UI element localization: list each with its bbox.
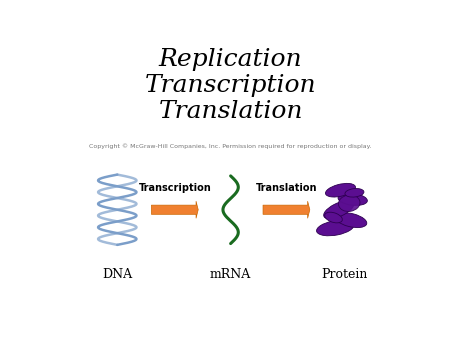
Ellipse shape: [335, 213, 367, 227]
Text: Protein: Protein: [321, 268, 367, 281]
Text: mRNA: mRNA: [210, 268, 251, 281]
Text: Translation: Translation: [256, 183, 317, 193]
Text: Transcription: Transcription: [139, 183, 211, 193]
Ellipse shape: [338, 193, 367, 206]
Ellipse shape: [345, 189, 364, 197]
Ellipse shape: [324, 212, 342, 223]
Text: Transcription: Transcription: [145, 74, 316, 97]
Text: DNA: DNA: [102, 268, 132, 281]
Text: Copyright © McGraw-Hill Companies, Inc. Permission required for reproduction or : Copyright © McGraw-Hill Companies, Inc. …: [90, 143, 372, 149]
Ellipse shape: [338, 195, 360, 212]
Ellipse shape: [324, 201, 354, 219]
Text: Translation: Translation: [158, 100, 303, 123]
Ellipse shape: [316, 220, 354, 236]
Ellipse shape: [325, 184, 356, 197]
Text: Replication: Replication: [159, 48, 302, 71]
